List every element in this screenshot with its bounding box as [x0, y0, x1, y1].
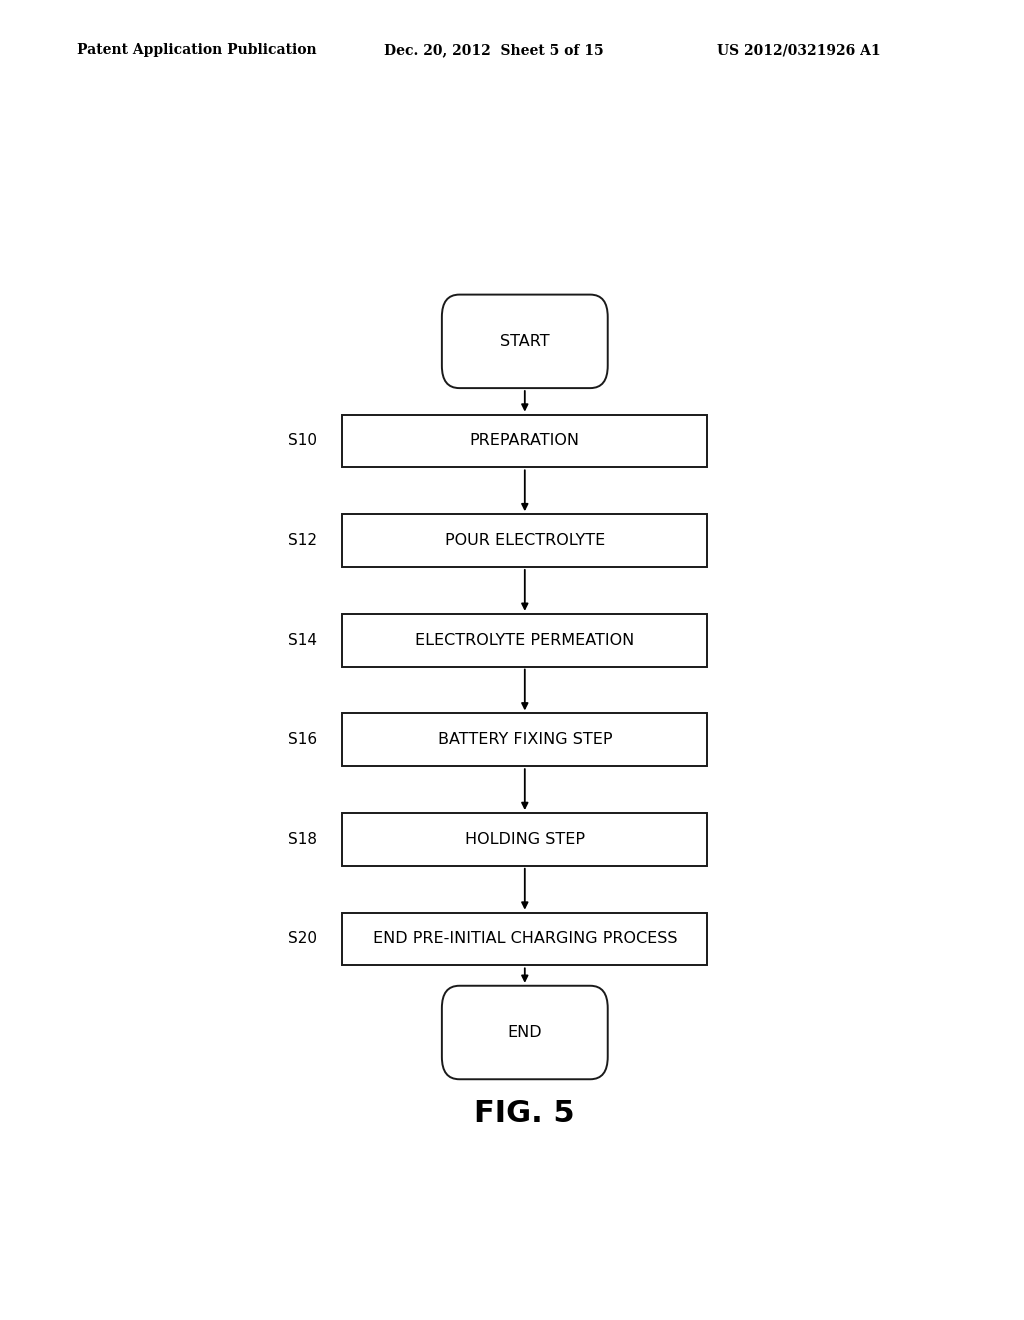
FancyBboxPatch shape [442, 986, 607, 1080]
Bar [342, 813, 708, 866]
Text: ELECTROLYTE PERMEATION: ELECTROLYTE PERMEATION [415, 632, 635, 648]
Text: S20: S20 [288, 932, 316, 946]
Text: START: START [500, 334, 550, 348]
Text: END PRE-INITIAL CHARGING PROCESS: END PRE-INITIAL CHARGING PROCESS [373, 932, 677, 946]
Bar [342, 912, 708, 965]
Text: S18: S18 [288, 832, 316, 847]
Text: Patent Application Publication: Patent Application Publication [77, 44, 316, 57]
Bar [342, 414, 708, 467]
Text: BATTERY FIXING STEP: BATTERY FIXING STEP [437, 733, 612, 747]
Text: S10: S10 [288, 433, 316, 449]
Text: S14: S14 [288, 632, 316, 648]
Text: END: END [508, 1026, 542, 1040]
Text: FIG. 5: FIG. 5 [474, 1100, 575, 1129]
Text: S16: S16 [288, 733, 316, 747]
Text: HOLDING STEP: HOLDING STEP [465, 832, 585, 847]
Bar [342, 614, 708, 667]
Text: Dec. 20, 2012  Sheet 5 of 15: Dec. 20, 2012 Sheet 5 of 15 [384, 44, 603, 57]
Text: PREPARATION: PREPARATION [470, 433, 580, 449]
FancyBboxPatch shape [442, 294, 607, 388]
Text: POUR ELECTROLYTE: POUR ELECTROLYTE [444, 533, 605, 548]
Text: US 2012/0321926 A1: US 2012/0321926 A1 [717, 44, 881, 57]
Text: S12: S12 [288, 533, 316, 548]
Bar [342, 713, 708, 766]
Bar [342, 515, 708, 568]
